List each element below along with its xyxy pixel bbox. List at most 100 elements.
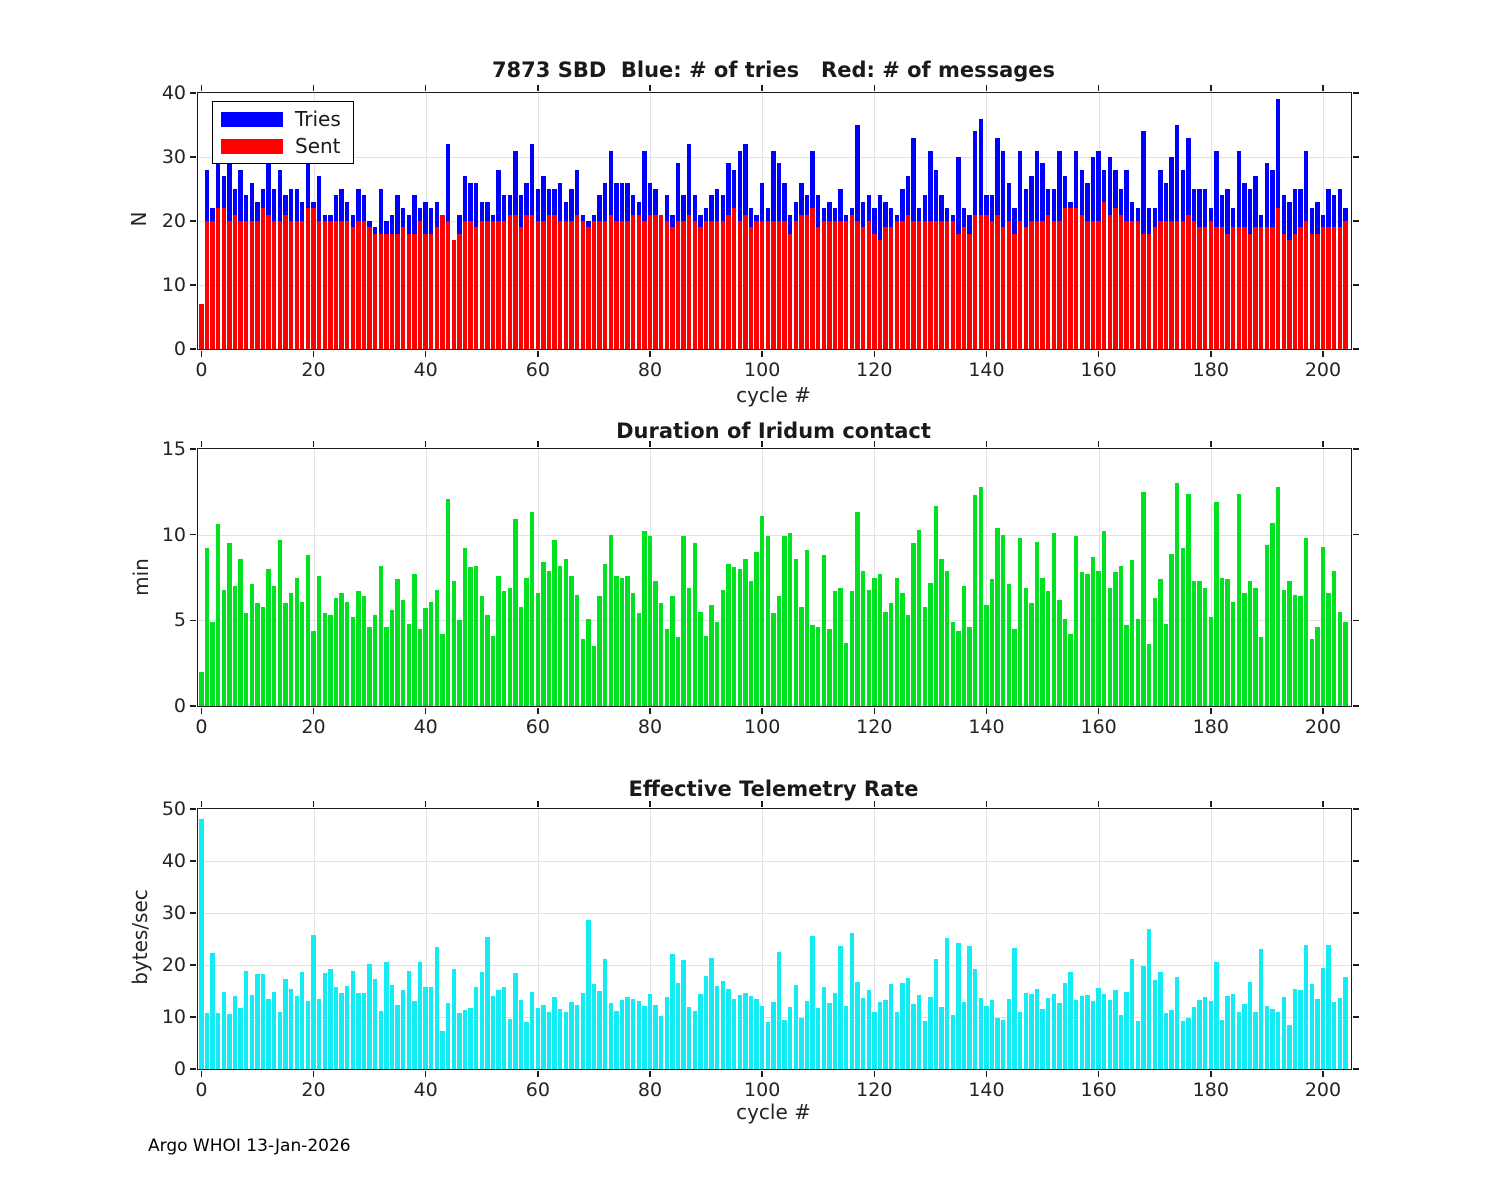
bar-duration bbox=[249, 584, 255, 706]
tick-mark-bottom bbox=[985, 351, 988, 357]
bar-tries bbox=[591, 214, 597, 349]
bar-sent bbox=[1062, 208, 1068, 349]
legend-swatch-sent bbox=[221, 138, 283, 154]
bar-tries bbox=[759, 182, 765, 349]
tick-mark-left bbox=[190, 448, 196, 450]
bar-duration bbox=[905, 615, 911, 706]
bar-rate bbox=[647, 994, 653, 1069]
tick-mark-top bbox=[424, 801, 427, 807]
bar-duration bbox=[1315, 627, 1320, 706]
bar-tries bbox=[675, 163, 681, 349]
bar-sent bbox=[614, 221, 619, 349]
bar-tries bbox=[698, 214, 703, 349]
tick-mark-bottom bbox=[200, 1071, 203, 1077]
gridline-y bbox=[198, 861, 1351, 862]
bar-duration bbox=[1174, 483, 1180, 706]
x-axis-tick-label: 60 bbox=[525, 716, 550, 738]
x-axis-tick-label: 80 bbox=[637, 1079, 663, 1101]
bar-duration bbox=[855, 512, 860, 706]
bar-rate bbox=[1315, 999, 1320, 1069]
bar-tries bbox=[1057, 150, 1062, 349]
bar-duration bbox=[653, 580, 658, 706]
bar-sent bbox=[423, 233, 428, 349]
gridline-x bbox=[1098, 809, 1100, 1069]
chart-rate-y-axis-label: bytes/sec bbox=[128, 889, 152, 985]
gridline-x bbox=[537, 809, 539, 1069]
bar-duration bbox=[872, 577, 877, 706]
bar-sent bbox=[535, 221, 541, 349]
bar-tries bbox=[849, 208, 855, 349]
bar-tries bbox=[1107, 157, 1113, 349]
bar-tries bbox=[816, 195, 821, 349]
bar-tries bbox=[692, 195, 698, 349]
bar-tries bbox=[1017, 150, 1023, 349]
bar-rate bbox=[518, 1000, 524, 1069]
bar-duration bbox=[759, 515, 765, 706]
x-axis-tick-label: 160 bbox=[1080, 359, 1117, 381]
bar-sent bbox=[961, 227, 967, 349]
bar-duration bbox=[541, 562, 546, 706]
bar-sent bbox=[445, 221, 451, 349]
bar-duration bbox=[1270, 522, 1275, 706]
bar-tries bbox=[1029, 176, 1034, 349]
bar-rate bbox=[1186, 1018, 1191, 1069]
tick-mark-bottom bbox=[1210, 708, 1212, 714]
bar-rate bbox=[1303, 944, 1309, 1069]
bar-duration bbox=[580, 639, 585, 706]
tick-mark-top bbox=[200, 801, 203, 807]
bar-tries bbox=[244, 195, 249, 349]
bar-tries bbox=[1292, 189, 1298, 349]
bar-tries bbox=[1130, 201, 1135, 349]
bar-duration bbox=[995, 527, 1000, 706]
bar-sent bbox=[260, 208, 266, 349]
bar-tries bbox=[1090, 157, 1096, 349]
bar-tries bbox=[260, 189, 266, 349]
bar-sent bbox=[1130, 221, 1135, 349]
bar-rate bbox=[720, 981, 726, 1069]
y-axis-tick-label: 0 bbox=[173, 338, 186, 360]
bar-tries bbox=[956, 157, 961, 349]
bar-rate bbox=[1146, 929, 1152, 1069]
tick-mark-bottom bbox=[424, 1071, 427, 1077]
bar-rate bbox=[1275, 1011, 1281, 1069]
bar-rate bbox=[1202, 997, 1208, 1069]
bar-rate bbox=[1034, 989, 1040, 1069]
bar-rate bbox=[911, 1004, 916, 1069]
bar-sent bbox=[737, 221, 742, 349]
bar-duration bbox=[838, 587, 843, 706]
bar-duration bbox=[894, 577, 899, 706]
bar-duration bbox=[1326, 592, 1331, 706]
y-axis-tick-label: 0 bbox=[173, 1058, 186, 1080]
bar-duration bbox=[608, 534, 613, 706]
bar-sent bbox=[1085, 221, 1090, 349]
bar-duration bbox=[356, 591, 361, 706]
bar-duration bbox=[272, 586, 277, 706]
bar-duration bbox=[260, 606, 266, 706]
bar-sent bbox=[249, 221, 255, 349]
bar-duration bbox=[1309, 639, 1314, 706]
bar-sent bbox=[1163, 221, 1169, 349]
bar-duration bbox=[1045, 591, 1051, 706]
tick-mark-right bbox=[1353, 1068, 1359, 1070]
bar-duration bbox=[1074, 536, 1079, 706]
bar-sent bbox=[305, 208, 311, 349]
bar-tries bbox=[821, 208, 827, 349]
bar-rate bbox=[496, 990, 501, 1069]
bar-tries bbox=[1331, 195, 1337, 349]
bar-rate bbox=[748, 996, 754, 1069]
bar-duration bbox=[1057, 599, 1062, 706]
bar-duration bbox=[1208, 616, 1213, 706]
bar-duration bbox=[344, 601, 350, 706]
bar-sent bbox=[311, 208, 316, 349]
bar-tries bbox=[765, 208, 770, 349]
x-axis-tick-label: 0 bbox=[195, 359, 208, 381]
bar-duration bbox=[602, 563, 608, 706]
bar-duration bbox=[799, 606, 804, 706]
bar-sent bbox=[328, 221, 333, 349]
bar-sent bbox=[255, 221, 260, 349]
bar-duration bbox=[294, 577, 299, 706]
x-axis-tick-label: 0 bbox=[195, 1079, 208, 1101]
bar-duration bbox=[473, 565, 479, 706]
